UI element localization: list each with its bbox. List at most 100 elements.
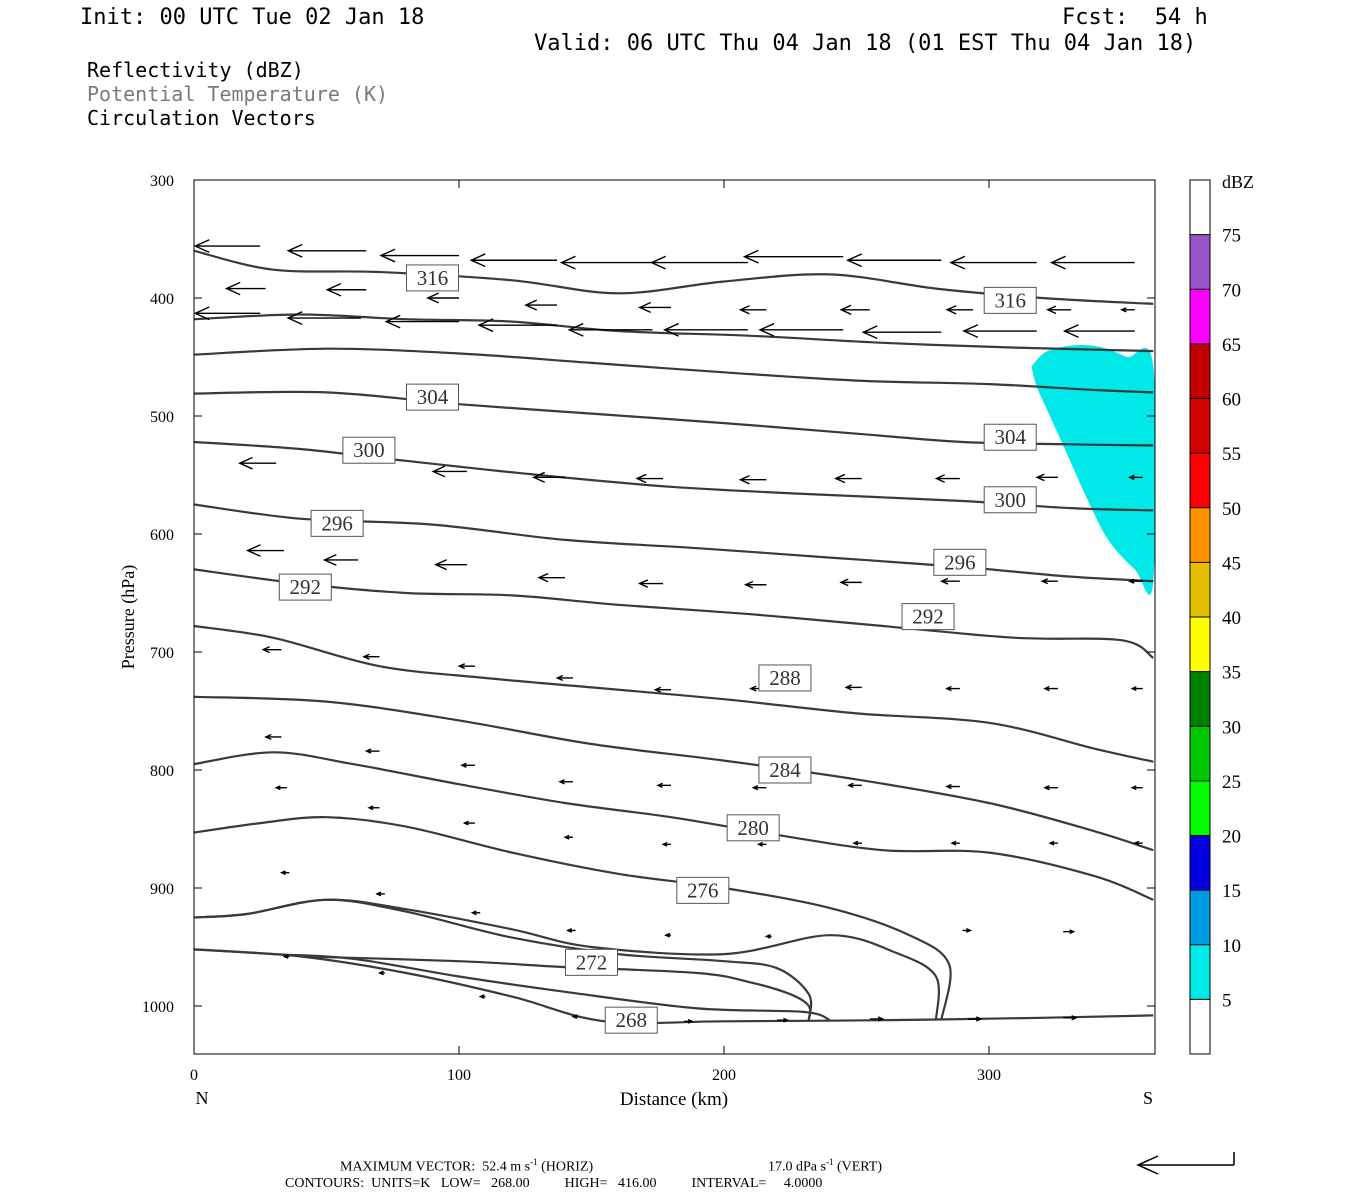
contour-label-box — [901, 603, 955, 631]
colorbar: 5 10 15 20 25 30 35 40 45 50 55 60 65 70 75 — [1189, 179, 1241, 1055]
colorbar-segment — [1190, 180, 1210, 235]
colorbar-segment — [1190, 453, 1210, 508]
circulation-vector — [279, 870, 290, 876]
colorbar-segment — [1190, 562, 1210, 617]
circulation-vector — [635, 473, 664, 484]
circulation-vector — [194, 239, 261, 254]
colorbar-tick-label: 60 — [1222, 390, 1241, 411]
colorbar-segment — [1190, 944, 1210, 1000]
circulation-vector — [224, 281, 266, 296]
x-tick-label: 200 — [712, 1067, 736, 1084]
x-right-end-label: S — [1143, 1088, 1153, 1108]
circulation-vector — [758, 322, 844, 337]
circulation-vector — [1133, 840, 1143, 846]
contour-label-box — [406, 264, 459, 292]
circulation-vector — [834, 473, 862, 484]
contour-label-box — [983, 423, 1037, 451]
isentrope-268 — [194, 948, 1154, 1025]
contour-label-box — [565, 948, 618, 976]
colorbar-tick-label: 50 — [1222, 499, 1241, 520]
circulation-vector — [282, 954, 290, 959]
circulation-vector — [637, 579, 664, 588]
x-tick-label: 0 — [190, 1067, 198, 1084]
circulation-vector — [638, 301, 671, 313]
circulation-vector — [567, 322, 653, 337]
colorbar-segment — [1190, 726, 1210, 781]
circulation-vector — [945, 305, 974, 315]
circulation-vector — [1043, 685, 1058, 692]
circulation-vector — [470, 910, 481, 916]
y-tick-label: 300 — [150, 173, 174, 190]
contour-label: 284 — [769, 758, 801, 782]
colorbar-segment — [1190, 999, 1210, 1054]
isentrope-284 — [194, 751, 1154, 901]
circulation-vector — [852, 840, 862, 846]
circulation-vector — [743, 580, 767, 589]
circulation-vector — [738, 305, 767, 315]
colorbar-tick-label: 15 — [1222, 881, 1241, 902]
circulation-vector — [934, 474, 960, 483]
circulation-vector — [194, 306, 261, 321]
circulation-vector — [274, 785, 287, 791]
circulation-vector — [477, 318, 558, 333]
contour-label: 316 — [417, 266, 449, 290]
field-circulation-vectors: Circulation Vectors — [87, 106, 316, 130]
colorbar-tick-label: 45 — [1222, 553, 1241, 574]
contour-label: 304 — [417, 385, 449, 409]
contour-label: 296 — [321, 511, 353, 535]
colorbar-segment — [1190, 507, 1210, 563]
circulation-vector — [457, 663, 475, 670]
circulation-vector — [261, 646, 282, 654]
circulation-vector — [362, 653, 380, 660]
colorbar-tick-label: 75 — [1222, 226, 1241, 247]
circulation-vector — [945, 783, 960, 790]
circulation-vector — [566, 928, 576, 933]
circulation-vector — [861, 325, 942, 340]
circulation-vector — [559, 255, 653, 270]
reflectivity-echo — [1031, 345, 1155, 595]
circulation-vector — [751, 785, 767, 791]
colorbar-tick-label: 25 — [1222, 772, 1241, 793]
reference-vector — [1136, 1152, 1235, 1175]
x-tick-label: 100 — [447, 1067, 471, 1084]
contour-label: 292 — [912, 605, 944, 629]
y-tick-label: 1000 — [142, 999, 174, 1016]
circulation-vector — [1048, 840, 1058, 846]
circulation-vector — [649, 255, 748, 270]
circulation-vector — [1127, 474, 1143, 481]
contour-label-box — [726, 814, 780, 842]
contour-label-box — [604, 1006, 658, 1034]
colorbar-tick-label: 35 — [1222, 663, 1241, 684]
circulation-vector — [434, 559, 467, 571]
colorbar-tick-label: 70 — [1222, 280, 1241, 301]
forecast-hour: Fcst: 54 h — [1062, 5, 1208, 30]
circulation-vector — [1063, 929, 1076, 935]
contour-label-box — [676, 876, 730, 904]
circulation-vector — [656, 782, 671, 789]
circulation-vector — [426, 292, 459, 304]
colorbar-segment — [1190, 671, 1210, 727]
colorbar-segment — [1190, 835, 1210, 891]
isentrope-272 — [194, 948, 831, 1022]
y-tick-label: 700 — [150, 645, 174, 662]
contour-label-box — [278, 573, 332, 601]
contour-label-box — [933, 548, 987, 576]
y-axis-title: Pressure (hPa) — [118, 565, 139, 669]
contour-label-box — [758, 756, 812, 784]
circulation-vector — [375, 891, 385, 897]
circulation-vector — [742, 249, 844, 264]
contour-label: 268 — [616, 1008, 648, 1032]
plot-frame — [193, 179, 1156, 1055]
colorbar-tick-label: 40 — [1222, 608, 1241, 629]
colorbar-segment — [1190, 617, 1210, 672]
circulation-vector — [684, 1018, 694, 1024]
x-tick-label: 300 — [977, 1067, 1001, 1084]
circulation-vector — [322, 553, 359, 566]
circulation-vector — [571, 1014, 579, 1020]
contour-label: 296 — [944, 550, 976, 574]
isentrope-292 — [194, 624, 1154, 763]
isentrope-276.5 — [194, 898, 941, 1021]
circulation-vector — [264, 733, 282, 741]
circulation-vector — [962, 324, 1037, 338]
